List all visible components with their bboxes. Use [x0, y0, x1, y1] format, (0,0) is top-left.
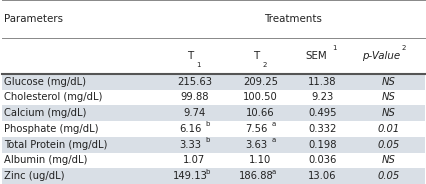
- Text: 0.05: 0.05: [377, 171, 399, 181]
- Text: 9.23: 9.23: [311, 93, 333, 102]
- Text: SEM: SEM: [305, 51, 326, 61]
- Text: 6.16: 6.16: [178, 124, 201, 134]
- Text: Glucose (mg/dL): Glucose (mg/dL): [4, 77, 86, 87]
- Bar: [2, 105, 424, 121]
- Text: 209.25: 209.25: [242, 77, 277, 87]
- Text: 7.56: 7.56: [245, 124, 267, 134]
- Text: Albumin (mg/dL): Albumin (mg/dL): [4, 155, 87, 165]
- Text: NS: NS: [381, 155, 394, 165]
- Bar: [2, 0, 424, 74]
- Text: 11.38: 11.38: [308, 77, 336, 87]
- Text: Zinc (ug/dL): Zinc (ug/dL): [4, 171, 65, 181]
- Text: 3.63: 3.63: [245, 140, 267, 150]
- Text: 0.332: 0.332: [308, 124, 336, 134]
- Text: 9.74: 9.74: [183, 108, 205, 118]
- Text: 0.198: 0.198: [308, 140, 336, 150]
- Text: T: T: [253, 51, 259, 61]
- Bar: [2, 153, 424, 168]
- Text: NS: NS: [381, 108, 394, 118]
- Text: 2: 2: [262, 62, 266, 68]
- Text: Parameters: Parameters: [4, 14, 63, 24]
- Text: 215.63: 215.63: [176, 77, 211, 87]
- Bar: [2, 137, 424, 153]
- Text: 3.33: 3.33: [178, 140, 201, 150]
- Text: a: a: [271, 121, 275, 127]
- Text: p-Value: p-Value: [361, 51, 399, 61]
- Text: b: b: [204, 137, 209, 143]
- Text: T: T: [187, 51, 193, 61]
- Bar: [2, 168, 424, 184]
- Text: 99.88: 99.88: [180, 93, 208, 102]
- Text: 186.88: 186.88: [238, 171, 273, 181]
- Text: 10.66: 10.66: [245, 108, 274, 118]
- Text: 149.13: 149.13: [172, 171, 207, 181]
- Text: 100.50: 100.50: [242, 93, 277, 102]
- Text: NS: NS: [381, 93, 394, 102]
- Text: Total Protein (mg/dL): Total Protein (mg/dL): [4, 140, 107, 150]
- Text: b: b: [204, 169, 209, 175]
- Text: a: a: [271, 169, 275, 175]
- Text: 1.07: 1.07: [183, 155, 205, 165]
- Text: Treatments: Treatments: [263, 14, 321, 24]
- Text: a: a: [271, 137, 275, 143]
- Bar: [2, 74, 424, 90]
- Text: NS: NS: [381, 77, 394, 87]
- Bar: [2, 90, 424, 105]
- Text: 0.01: 0.01: [377, 124, 399, 134]
- Bar: [2, 121, 424, 137]
- Text: Calcium (mg/dL): Calcium (mg/dL): [4, 108, 86, 118]
- Text: 0.495: 0.495: [308, 108, 336, 118]
- Text: 13.06: 13.06: [308, 171, 336, 181]
- Text: Cholesterol (mg/dL): Cholesterol (mg/dL): [4, 93, 102, 102]
- Text: 0.05: 0.05: [377, 140, 399, 150]
- Text: 0.036: 0.036: [308, 155, 336, 165]
- Text: Phosphate (mg/dL): Phosphate (mg/dL): [4, 124, 98, 134]
- Text: 1: 1: [331, 45, 336, 51]
- Text: 1.10: 1.10: [249, 155, 271, 165]
- Text: b: b: [204, 121, 209, 127]
- Text: 1: 1: [196, 62, 201, 68]
- Text: 2: 2: [400, 45, 405, 51]
